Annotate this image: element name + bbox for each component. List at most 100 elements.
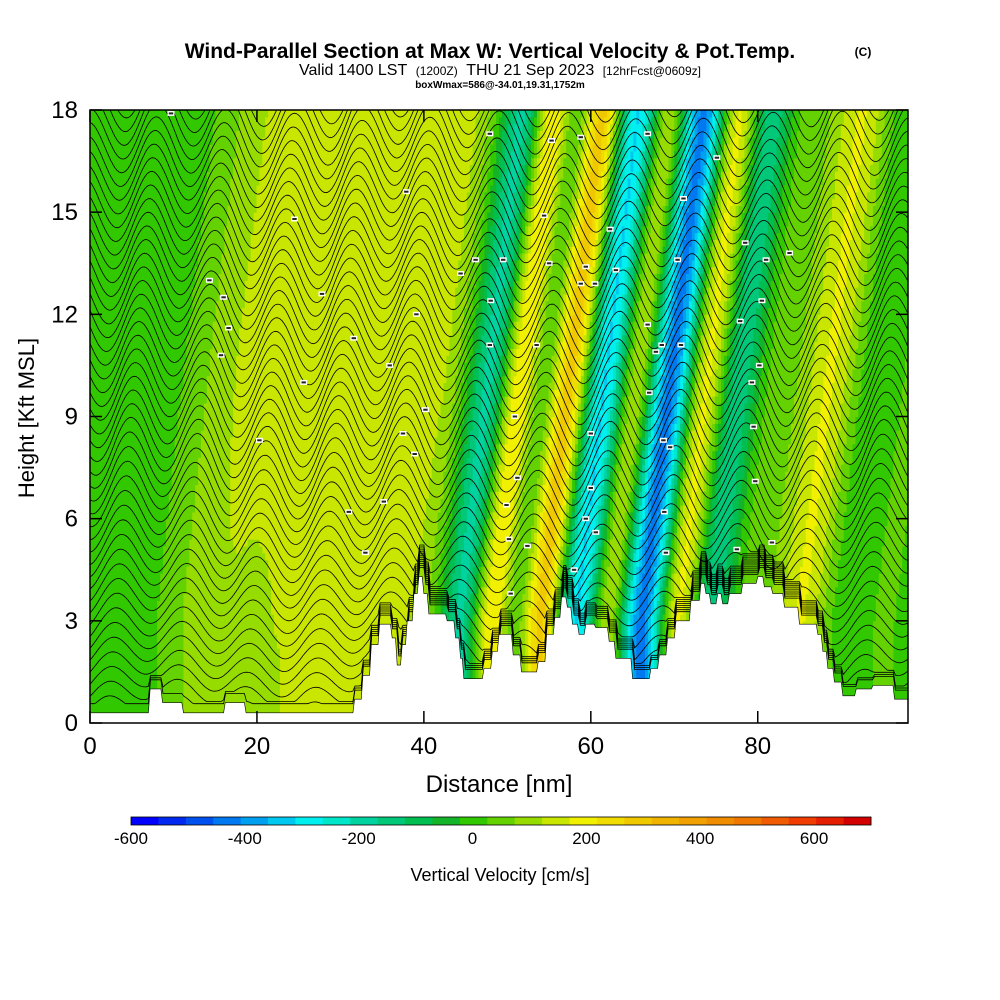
colorbar-swatch [378,817,406,825]
contour-label [413,312,420,317]
contour-label [486,131,493,136]
contour-label [514,475,521,480]
contour-label [511,414,518,419]
contour-label [662,550,669,555]
y-tick-label: 18 [51,97,78,124]
colorbar-swatch [158,817,186,825]
contour-label [411,452,418,457]
contour-label [674,257,681,262]
contour-label [218,353,225,358]
colorbar-swatch [268,817,296,825]
contour-label [756,363,763,368]
contour-label [422,407,429,412]
valid-utc: (1200Z) [416,64,458,78]
x-tick-label: 60 [577,733,604,760]
contour-label [758,298,765,303]
colorbar-swatch [707,817,735,825]
colorbar-tick-label: 600 [800,829,828,848]
contour-label [386,363,393,368]
contour-label [256,438,263,443]
colorbar-swatch [597,817,625,825]
colorbar-swatch [761,817,789,825]
contour-label [291,217,298,222]
colorbar-swatch [405,817,433,825]
contour-label [587,431,594,436]
contour-label [403,189,410,194]
x-tick-label: 80 [744,733,771,760]
contour-label [680,196,687,201]
y-tick-label: 15 [51,199,78,226]
copyright-mark: (C) [855,45,872,59]
contour-label [661,509,668,514]
x-tick-label: 0 [83,733,96,760]
contour-label [644,131,651,136]
contour-label [678,343,685,348]
contour-label [486,343,493,348]
contour-label [660,438,667,443]
contour-label [607,227,614,232]
contour-label [750,424,757,429]
contour-label [507,591,514,596]
colorbar-swatch [487,817,515,825]
contour-label [752,479,759,484]
contour-label [548,138,555,143]
colorbar-tick-label: 200 [572,829,600,848]
contour-label [577,281,584,286]
contour-label [768,540,775,545]
contour-label [713,155,720,160]
colorbar: -600 -400 -200 0 200 400 600 [114,817,871,848]
contour-label [592,530,599,535]
y-tick-label: 3 [65,608,78,635]
contour-label [168,111,175,116]
colorbar-tick-label: 400 [686,829,714,848]
contour-label [742,240,749,245]
valid-prefix: Valid 1400 LST [299,62,407,79]
contour-label [571,567,578,572]
contour-label [612,268,619,273]
colorbar-swatch [241,817,269,825]
colorbar-swatch [816,817,844,825]
forecast-info: [12hrFcst@0609z] [603,64,701,78]
colorbar-swatch [652,817,680,825]
contour-label [763,257,770,262]
contour-label [472,257,479,262]
colorbar-swatch [131,817,159,825]
colorbar-swatch [789,817,817,825]
colorbar-tick-label: -200 [342,829,376,848]
contour-label [652,349,659,354]
contour-label [524,543,531,548]
valid-date: THU 21 Sep 2023 [466,62,594,79]
valid-time-line: Valid 1400 LST (1200Z) THU 21 Sep 2023 [… [299,62,701,79]
contour-label [667,445,674,450]
contour-label [350,336,357,341]
contour-label [582,516,589,521]
box-wmax-info: boxWmax=586@-34.01,19.31,1752m [415,80,585,91]
colorbar-swatch [570,817,598,825]
colorbar-swatch [350,817,378,825]
contour-label [500,257,507,262]
contour-label [646,390,653,395]
colorbar-swatch [186,817,214,825]
contour-label [300,380,307,385]
colorbar-swatch [542,817,570,825]
contour-label [658,343,665,348]
colorbar-swatch [734,817,762,825]
x-axis-label: Distance [nm] [426,771,573,798]
y-tick-label: 0 [65,710,78,737]
plot-area [90,62,912,723]
contour-label [487,298,494,303]
contour-label [506,537,513,542]
colorbar-swatch [323,817,351,825]
contour-label [582,264,589,269]
y-tick-label: 6 [65,506,78,533]
y-axis-label: Height [Kft MSL] [14,338,39,498]
x-tick-label: 40 [411,733,438,760]
contour-label [225,326,232,331]
contour-label [587,486,594,491]
contour-label [345,509,352,514]
contour-label [592,281,599,286]
colorbar-tick-label: 0 [468,829,477,848]
colorbar-swatch [515,817,543,825]
contour-label [220,295,227,300]
